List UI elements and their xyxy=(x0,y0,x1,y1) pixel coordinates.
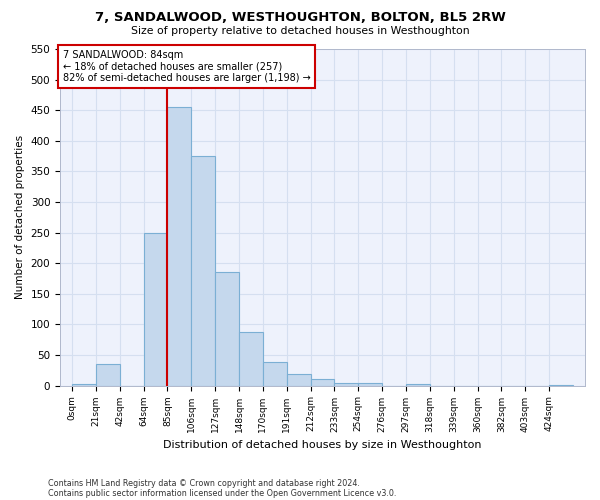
Bar xyxy=(72,384,96,386)
Bar xyxy=(191,156,215,386)
X-axis label: Distribution of detached houses by size in Westhoughton: Distribution of detached houses by size … xyxy=(163,440,482,450)
Text: Contains public sector information licensed under the Open Government Licence v3: Contains public sector information licen… xyxy=(48,488,397,498)
Bar xyxy=(406,384,430,386)
Text: Contains HM Land Registry data © Crown copyright and database right 2024.: Contains HM Land Registry data © Crown c… xyxy=(48,478,360,488)
Bar xyxy=(215,272,239,386)
Bar xyxy=(96,364,119,386)
Bar xyxy=(287,374,311,386)
Bar xyxy=(549,385,573,386)
Bar xyxy=(358,383,382,386)
Bar xyxy=(263,362,287,386)
Bar xyxy=(143,232,167,386)
Text: Size of property relative to detached houses in Westhoughton: Size of property relative to detached ho… xyxy=(131,26,469,36)
Bar xyxy=(334,382,358,386)
Bar xyxy=(311,380,334,386)
Bar xyxy=(167,107,191,386)
Y-axis label: Number of detached properties: Number of detached properties xyxy=(15,135,25,300)
Text: 7 SANDALWOOD: 84sqm
← 18% of detached houses are smaller (257)
82% of semi-detac: 7 SANDALWOOD: 84sqm ← 18% of detached ho… xyxy=(63,50,311,84)
Bar xyxy=(239,332,263,386)
Text: 7, SANDALWOOD, WESTHOUGHTON, BOLTON, BL5 2RW: 7, SANDALWOOD, WESTHOUGHTON, BOLTON, BL5… xyxy=(95,11,505,24)
